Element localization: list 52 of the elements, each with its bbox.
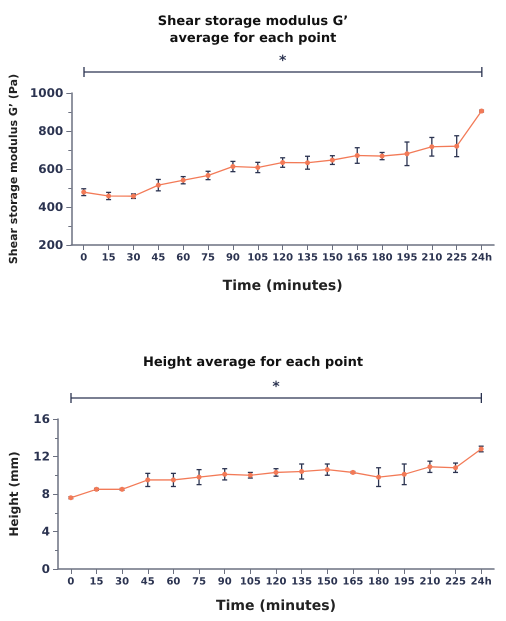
x-tick-label: 24h (471, 252, 492, 264)
x-tick-label: 60 (166, 576, 180, 588)
x-tick-label: 30 (126, 252, 140, 264)
x-tick-label: 45 (151, 252, 166, 264)
x-tick-label: 105 (240, 576, 261, 588)
y-tick-label: 12 (33, 450, 50, 464)
x-tick-label: 135 (297, 252, 318, 264)
x-tick-label: 150 (316, 576, 338, 588)
x-tick-label: 15 (90, 576, 104, 588)
x-tick-label: 165 (342, 576, 364, 588)
y-tick-label: 4 (42, 524, 50, 538)
x-tick-label: 30 (115, 576, 130, 588)
x-tick-label: 60 (176, 252, 190, 264)
y-tick-label: 16 (33, 412, 50, 426)
x-tick-label: 225 (446, 252, 468, 264)
y-tick-label: 8 (42, 487, 50, 501)
y-axis-title: Shear storage modulus G’ (Pa) (7, 74, 20, 264)
x-axis-title: Time (minutes) (222, 278, 343, 294)
x-tick-label: 90 (226, 252, 240, 264)
x-tick-label: 180 (368, 576, 390, 588)
y-tick-label: 800 (38, 124, 64, 138)
x-tick-label: 0 (80, 252, 88, 264)
y-axis-title: Height (mm) (7, 451, 21, 537)
x-tick-label: 165 (346, 252, 368, 264)
x-tick-label: 45 (140, 576, 155, 588)
y-tick-label: 0 (42, 562, 50, 576)
x-tick-label: 15 (102, 252, 116, 264)
x-tick-label: 195 (396, 252, 418, 264)
x-tick-label: 120 (266, 576, 286, 588)
y-tick-label: 600 (38, 162, 64, 176)
x-tick-label: 195 (394, 576, 415, 588)
x-tick-label: 0 (67, 576, 74, 588)
x-tick-label: 210 (419, 576, 440, 588)
y-tick-label: 200 (38, 238, 64, 252)
x-tick-label: 150 (322, 252, 343, 264)
x-tick-label: 24h (470, 576, 492, 588)
x-tick-label: 135 (291, 576, 312, 588)
chart-title: Height average for each point (142, 355, 364, 370)
x-tick-label: 75 (192, 576, 206, 588)
x-tick-label: 120 (272, 252, 294, 264)
x-tick-label: 75 (201, 252, 216, 264)
x-axis-title: Time (minutes) (216, 598, 336, 614)
text: * (272, 379, 280, 395)
x-tick-label: 105 (247, 252, 268, 264)
x-tick-label: 90 (218, 576, 232, 588)
chart-title: Shear storage modulus G’ average for each point (158, 14, 348, 46)
x-tick-label: 180 (372, 252, 393, 264)
y-tick-label: 400 (38, 200, 64, 214)
text: * (278, 53, 286, 69)
x-tick-label: 225 (445, 576, 466, 588)
x-tick-label: 210 (421, 252, 442, 264)
y-tick-label: 1000 (30, 86, 64, 100)
